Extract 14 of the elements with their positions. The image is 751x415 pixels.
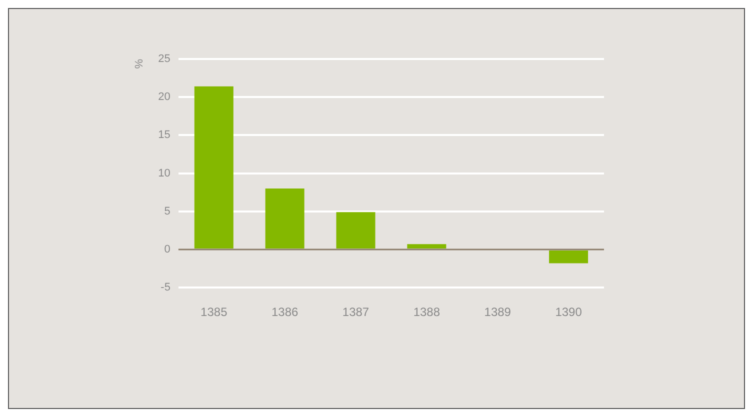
x-tick-label: 1390 — [555, 305, 582, 320]
y-tick-label: 25 — [158, 53, 170, 66]
y-axis-title: % — [134, 58, 146, 69]
y-tick-label: 15 — [158, 129, 170, 142]
x-tick-label: 1386 — [271, 305, 298, 320]
x-tick-label: 1388 — [413, 305, 440, 320]
y-tick-label: 20 — [158, 91, 170, 104]
y-tick-label: 5 — [164, 205, 170, 218]
y-tick-label: 10 — [158, 167, 170, 180]
x-tick-label: 1387 — [342, 305, 370, 320]
x-tick-label: 1385 — [200, 305, 228, 320]
x-tick-label: 1389 — [484, 305, 512, 320]
y-tick-label: 0 — [164, 244, 170, 256]
y-tick-label: -5 — [160, 282, 170, 294]
